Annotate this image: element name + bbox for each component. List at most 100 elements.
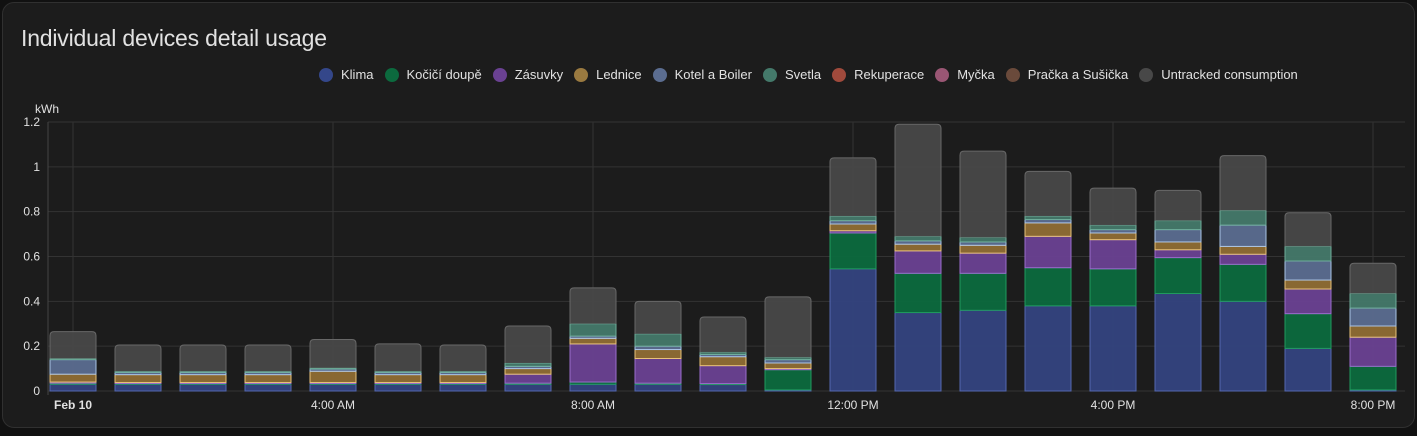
legend-label: Zásuvky: [514, 67, 564, 82]
bar-segment-klima: [1154, 292, 1202, 392]
bar-segment-kotel-a-boiler: [1349, 307, 1397, 327]
legend-swatch-icon: [935, 67, 950, 82]
legend-item[interactable]: Svetla: [762, 67, 821, 82]
bar-segment-z-suvky: [1154, 249, 1202, 259]
legend-label: Klima: [341, 67, 374, 82]
legend-item[interactable]: Myčka: [935, 67, 995, 82]
bar-segment-kotel-a-boiler: [1219, 224, 1267, 247]
bar-segment-untracked-consumption: [504, 325, 552, 363]
x-tick-label: 4:00 PM: [1091, 398, 1136, 412]
legend-label: Rekuperace: [854, 67, 925, 82]
legend-swatch-icon: [652, 67, 667, 82]
bar-segment-lednice: [764, 362, 812, 370]
bar-segment-z-suvky: [959, 252, 1007, 274]
bar-segment-ko-i-doup-: [1219, 263, 1267, 302]
legend-item[interactable]: Rekuperace: [832, 67, 924, 82]
bar-segment-lednice: [244, 374, 292, 383]
legend-swatch-icon: [384, 67, 399, 82]
bar-segment-kotel-a-boiler: [1154, 229, 1202, 243]
legend-item[interactable]: Pračka a Sušička: [1005, 67, 1129, 82]
chart-legend: Klima Kočičí doupě Zásuvky Lednice Kotel a B…: [319, 67, 1309, 82]
bar-segment-klima: [1219, 300, 1267, 392]
card-title: Individual devices detail usage: [21, 25, 327, 51]
bar-segment-untracked-consumption: [309, 338, 357, 368]
x-tick-label: 12:00 PM: [827, 398, 878, 412]
legend-label: Myčka: [957, 67, 995, 82]
legend-swatch-icon: [574, 67, 589, 82]
legend-swatch-icon: [319, 67, 333, 82]
bar-segment-kotel-a-boiler: [959, 241, 1007, 246]
bar-segment-untracked-consumption: [179, 344, 227, 372]
bar-segment-klima: [309, 383, 357, 392]
bar-segment-svetla: [634, 333, 682, 347]
bar-segment-untracked-consumption: [699, 316, 747, 353]
y-tick-label: 0.2: [23, 339, 40, 353]
bar-segment-svetla: [829, 215, 877, 222]
legend-item[interactable]: Klima: [319, 67, 374, 82]
bar-segment-untracked-consumption: [1024, 170, 1072, 217]
legend-item[interactable]: Kotel a Boiler: [652, 67, 752, 82]
bar-segment-lednice: [1219, 245, 1267, 255]
bar-segment-lednice: [439, 374, 487, 383]
bar-segment-lednice: [504, 368, 552, 375]
legend-item[interactable]: Kočičí doupě: [384, 67, 482, 82]
bar-segment-svetla: [309, 367, 357, 370]
bar-segment-untracked-consumption: [1284, 212, 1332, 247]
bar-segment-lednice: [1024, 222, 1072, 237]
bar-segment-klima: [179, 383, 227, 392]
bar-segment-z-suvky: [699, 365, 747, 385]
bar-segment-klima: [244, 383, 292, 392]
legend-item[interactable]: Zásuvky: [492, 67, 564, 82]
bar-segment-ko-i-doup-: [829, 232, 877, 270]
legend-item[interactable]: Untracked consumption: [1139, 67, 1298, 82]
x-tick-label: 4:00 AM: [311, 398, 355, 412]
bar-segment-kotel-a-boiler: [894, 240, 942, 245]
bar-segment-klima: [504, 383, 552, 392]
bar-segment-kotel-a-boiler: [1024, 219, 1072, 224]
bar-segment-klima: [1024, 305, 1072, 392]
bar-segment-kotel-a-boiler: [1089, 229, 1137, 234]
x-tick-label: Feb 10: [54, 398, 92, 412]
bar-segment-untracked-consumption: [829, 157, 877, 217]
legend-label: Pračka a Sušička: [1027, 67, 1129, 82]
legend-swatch-icon: [832, 67, 847, 82]
bar-segment-untracked-consumption: [1089, 187, 1137, 226]
bar-segment-klima: [634, 383, 682, 392]
bar-segment-klima: [699, 383, 747, 392]
bar-segment-lednice: [959, 244, 1007, 254]
bar-segment-z-suvky: [1089, 239, 1137, 270]
legend-label: Untracked consumption: [1161, 67, 1298, 82]
bar-segment-klima: [829, 268, 877, 392]
bar-segment-untracked-consumption: [764, 296, 812, 358]
bar-segment-lednice: [699, 356, 747, 367]
bar-segment-z-suvky: [1284, 288, 1332, 315]
bar-segment-untracked-consumption: [894, 123, 942, 237]
bar-segment-lednice: [309, 370, 357, 383]
bar-segment-z-suvky: [894, 250, 942, 274]
legend-swatch-icon: [1139, 67, 1154, 82]
legend-item[interactable]: Lednice: [574, 67, 642, 82]
bar-segment-svetla: [1284, 245, 1332, 262]
bar-segment-klima: [1089, 305, 1137, 392]
x-tick-label: 8:00 AM: [571, 398, 615, 412]
legend-label: Kočičí doupě: [406, 67, 482, 82]
bar-segment-svetla: [244, 370, 292, 373]
bar-segment-kotel-a-boiler: [829, 220, 877, 225]
bar-segment-svetla: [439, 370, 487, 373]
bar-segment-lednice: [179, 374, 227, 383]
bar-segment-ko-i-doup-: [1284, 313, 1332, 349]
y-tick-label: 0.4: [23, 294, 40, 308]
bar-segment-untracked-consumption: [244, 344, 292, 372]
bar-segment-untracked-consumption: [1349, 262, 1397, 294]
bar-segment-untracked-consumption: [49, 331, 97, 359]
bar-segment-svetla: [959, 236, 1007, 243]
bar-segment-untracked-consumption: [1219, 155, 1267, 211]
bar-segment-ko-i-doup-: [1154, 257, 1202, 294]
bar-segment-kotel-a-boiler: [1284, 260, 1332, 281]
bar-segment-ko-i-doup-: [1024, 267, 1072, 307]
y-tick-label: 1.2: [23, 115, 40, 129]
bar-segment-z-suvky: [634, 357, 682, 384]
bar-segment-untracked-consumption: [374, 343, 422, 372]
bar-segment-untracked-consumption: [569, 287, 617, 324]
bar-segment-lednice: [114, 374, 162, 383]
